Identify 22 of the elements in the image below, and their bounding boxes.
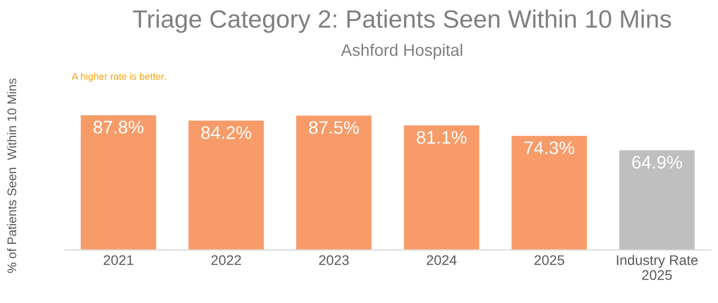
bar bbox=[188, 120, 264, 250]
data-label: 87.8% bbox=[94, 120, 144, 134]
y-axis-title: % of Patients Seen Within 10 Mins bbox=[7, 78, 16, 273]
text: A higher rate is better. bbox=[72, 72, 166, 82]
x-tick-label: 2023 bbox=[319, 255, 349, 266]
x-tick-label: 2025 bbox=[534, 255, 564, 266]
chart-title: Triage Category 2: Patients Seen Within 10 Mins bbox=[132, 10, 671, 33]
x-tick-label: 2024 bbox=[426, 255, 457, 266]
data-label: 81.1% bbox=[416, 130, 467, 144]
x-tick-label: 2022 bbox=[211, 255, 241, 266]
data-label: 74.3% bbox=[524, 141, 574, 154]
data-label: 64.9% bbox=[632, 156, 682, 169]
x-tick-label: Industry Rate 2025 bbox=[616, 254, 698, 280]
bar bbox=[80, 115, 156, 250]
bar bbox=[296, 116, 372, 250]
chart-subtitle: Ashford Hospital bbox=[340, 44, 462, 60]
data-label: 87.5% bbox=[309, 121, 359, 134]
bar bbox=[512, 136, 587, 250]
bar bbox=[619, 150, 695, 250]
x-tick-label: 2021 bbox=[104, 255, 134, 266]
bar bbox=[404, 125, 480, 250]
data-label: 84.2% bbox=[201, 126, 252, 139]
